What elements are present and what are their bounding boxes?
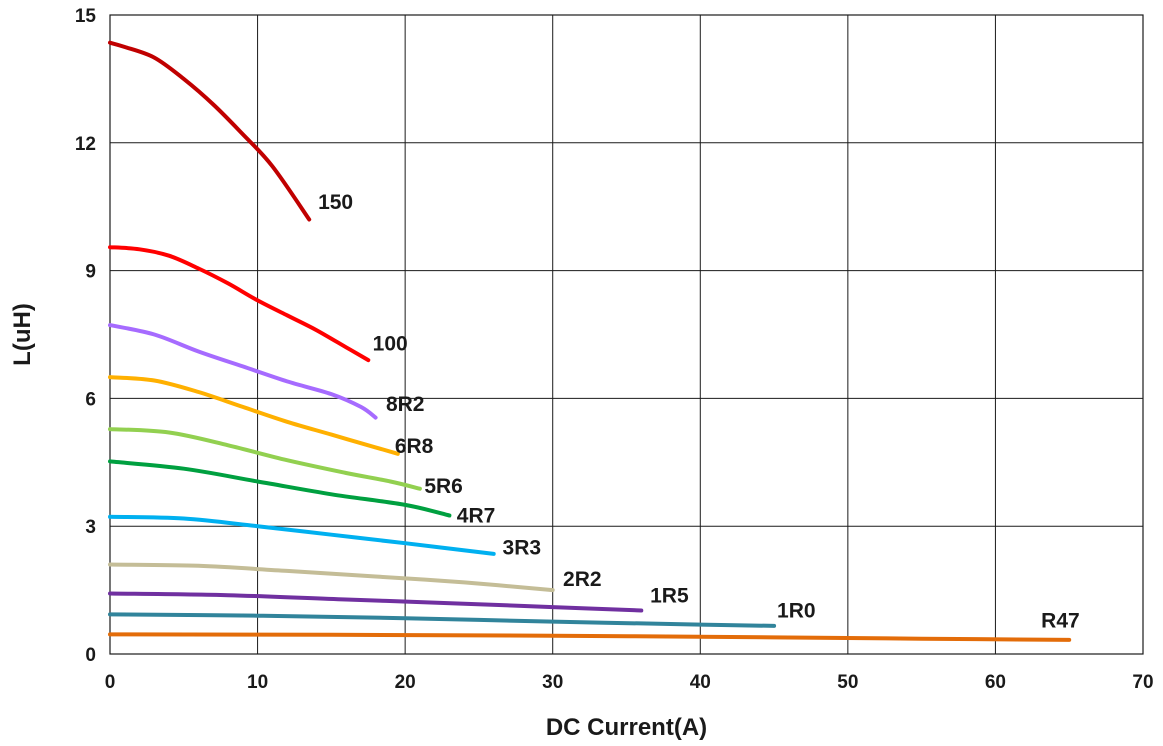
y-tick-label: 0	[85, 645, 96, 666]
series-label-r47: R47	[1041, 610, 1080, 633]
series-line-8r2	[108, 323, 378, 420]
series-label-2r2: 2R2	[563, 568, 602, 591]
grid-lines	[110, 15, 1143, 654]
y-tick-label: 9	[85, 262, 96, 283]
series-labels: 150 100 8R2 6R8 5R6 4R7 3R3 2R2 1R5 1R0 R47	[318, 191, 1080, 633]
x-axis-title: DC Current(A)	[546, 714, 707, 741]
x-tick-label: 30	[542, 672, 563, 693]
y-tick-label: 15	[75, 6, 97, 27]
y-axis-title: L(uH)	[9, 303, 36, 366]
series-label-4r7: 4R7	[457, 504, 496, 527]
y-tick-label: 6	[85, 389, 96, 410]
curves	[108, 40, 1072, 642]
x-tick-label: 70	[1132, 672, 1153, 693]
plot-area-frame	[109, 14, 1144, 655]
series-line-1r0	[108, 612, 777, 628]
x-tick-label: 10	[247, 672, 268, 693]
x-tick-label: 50	[837, 672, 858, 693]
series-line-150	[108, 40, 312, 222]
series-label-1r0: 1R0	[777, 599, 816, 622]
y-tick-label: 3	[85, 517, 96, 538]
series-label-150: 150	[318, 191, 353, 214]
series-label-6r8: 6R8	[395, 435, 434, 458]
series-label-5r6: 5R6	[424, 475, 463, 498]
series-line-5r6	[108, 427, 422, 491]
series-label-100: 100	[373, 333, 408, 356]
series-line-100	[108, 245, 371, 363]
x-tick-label: 0	[105, 672, 116, 693]
series-line-1r5	[108, 591, 644, 613]
series-line-3r3	[108, 514, 496, 556]
series-line-6r8	[108, 375, 400, 456]
series-label-3r3: 3R3	[503, 536, 542, 559]
series-line-4r7	[108, 459, 452, 518]
y-axis-ticks: 0 3 6 9 12 15	[75, 6, 97, 666]
x-axis-ticks: 0 10 20 30 40 50 60 70	[105, 672, 1154, 693]
x-tick-label: 20	[395, 672, 416, 693]
series-label-8r2: 8R2	[386, 393, 425, 416]
series-label-1r5: 1R5	[650, 584, 689, 607]
series-line-r47	[108, 632, 1072, 642]
series-line-2r2	[108, 562, 555, 593]
y-tick-label: 12	[75, 134, 96, 155]
x-tick-label: 60	[985, 672, 1006, 693]
x-tick-label: 40	[690, 672, 711, 693]
